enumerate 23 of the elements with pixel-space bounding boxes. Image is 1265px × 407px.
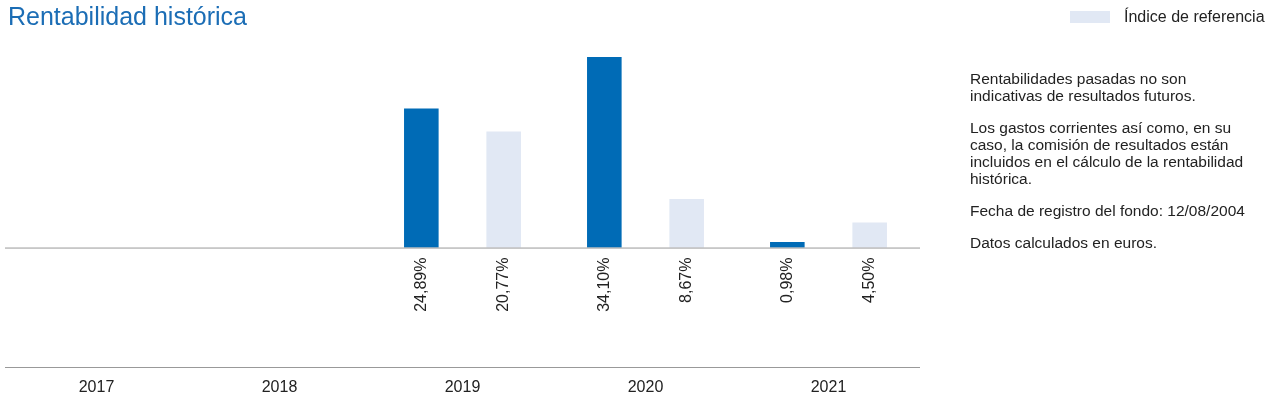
x-tick-label: 2020 — [627, 377, 664, 395]
data-label: 20,77% — [494, 257, 512, 312]
x-tick-label: 2021 — [810, 377, 847, 395]
bar — [486, 131, 521, 248]
chart-title: Rentabilidad histórica — [8, 2, 248, 31]
x-tick-label: 2019 — [444, 377, 481, 395]
text: Rentabilidades pasadas no son indicativas de resultados futuros. — [970, 70, 1197, 104]
data-label: 8,67% — [677, 257, 695, 303]
bar — [587, 57, 622, 248]
text: Los gastos corrientes así como, en su caso, la comisión de resultados están incluidos en el cálculo de la rentabilidad histórica. — [970, 119, 1245, 187]
data-label: 4,50% — [860, 257, 878, 303]
data-label: 24,89% — [411, 257, 429, 312]
bar — [404, 108, 439, 248]
data-label: 0,98% — [777, 257, 795, 303]
data-label: 34,10% — [594, 257, 612, 312]
bar — [770, 242, 805, 248]
text: Fecha de registro del fondo: 12/08/2004 — [970, 202, 1246, 219]
legend-label: Índice de referencia — [1123, 8, 1265, 26]
bar — [669, 199, 704, 248]
text: Datos calculados en euros. — [970, 234, 1158, 251]
x-tick-label: 2017 — [78, 377, 115, 395]
x-tick-label: 2018 — [261, 377, 298, 395]
bar — [852, 222, 887, 248]
